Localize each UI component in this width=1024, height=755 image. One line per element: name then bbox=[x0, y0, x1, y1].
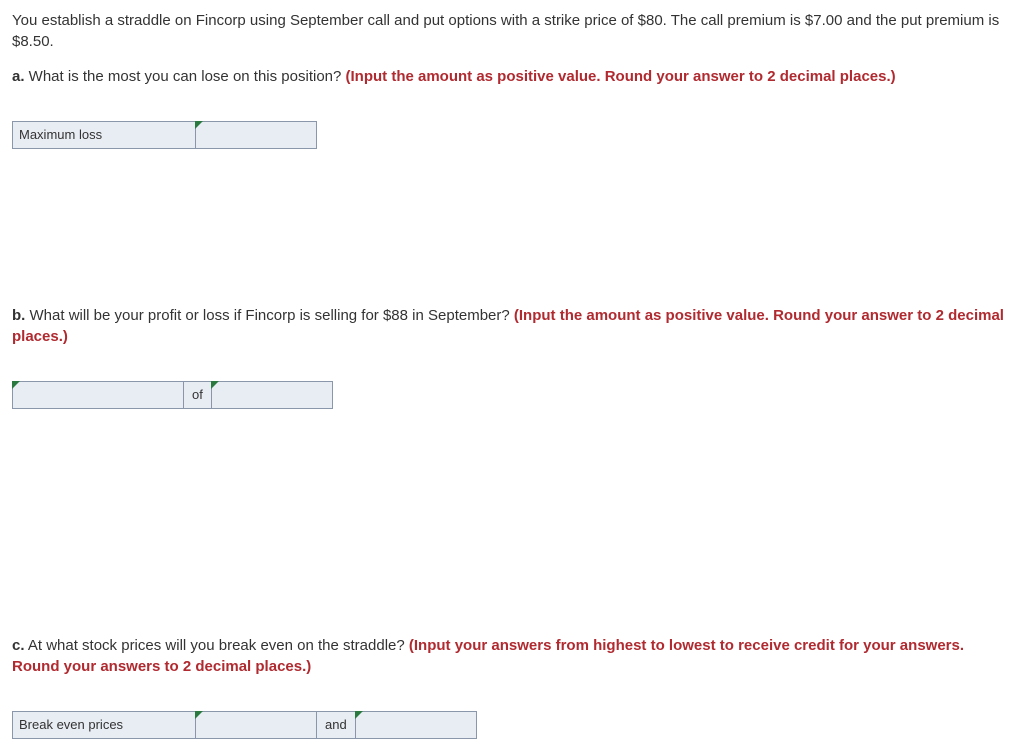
break-even-low-input[interactable] bbox=[355, 711, 477, 739]
part-b-answer-row: of bbox=[12, 381, 1012, 409]
input-flag-icon bbox=[195, 121, 203, 129]
of-connector: of bbox=[184, 381, 211, 409]
part-b-label: b. bbox=[12, 307, 25, 324]
profit-loss-type-input[interactable] bbox=[12, 381, 184, 409]
and-connector: and bbox=[317, 711, 355, 739]
part-a-question: a. What is the most you can lose on this… bbox=[12, 66, 1012, 87]
part-c-answer-row: Break even prices and bbox=[12, 711, 1012, 739]
part-b-question: b. What will be your profit or loss if F… bbox=[12, 305, 1012, 347]
break-even-high-input[interactable] bbox=[196, 711, 317, 739]
part-c-text: At what stock prices will you break even… bbox=[25, 637, 409, 654]
part-a-text: What is the most you can lose on this po… bbox=[25, 68, 346, 85]
part-b-text: What will be your profit or loss if Finc… bbox=[25, 307, 514, 324]
part-a-label: a. bbox=[12, 68, 25, 85]
part-c-question: c. At what stock prices will you break e… bbox=[12, 635, 1012, 677]
part-a-instruction: (Input the amount as positive value. Rou… bbox=[346, 68, 896, 85]
input-flag-icon bbox=[355, 711, 363, 719]
part-c-label: c. bbox=[12, 637, 25, 654]
intro-text: You establish a straddle on Fincorp usin… bbox=[12, 10, 1012, 52]
break-even-label: Break even prices bbox=[12, 711, 196, 739]
input-flag-icon bbox=[12, 381, 20, 389]
input-flag-icon bbox=[195, 711, 203, 719]
input-flag-icon bbox=[211, 381, 219, 389]
profit-loss-amount-input[interactable] bbox=[211, 381, 333, 409]
part-a-answer-row: Maximum loss bbox=[12, 121, 1012, 149]
max-loss-input[interactable] bbox=[196, 121, 317, 149]
max-loss-label: Maximum loss bbox=[12, 121, 196, 149]
